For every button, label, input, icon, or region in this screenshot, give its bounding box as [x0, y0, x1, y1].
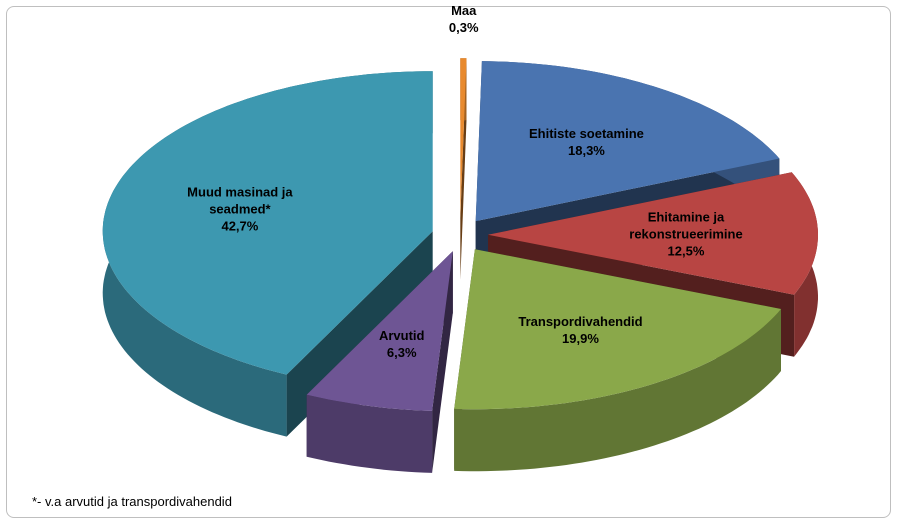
slice-side	[306, 394, 433, 473]
slice-name: Ehitamine ja rekonstrueerimine	[629, 209, 743, 242]
slice-value: 18,3%	[568, 142, 605, 158]
slice	[454, 249, 781, 472]
slice-label: Maa 0,3%	[389, 2, 539, 36]
slice	[102, 71, 433, 437]
slice	[306, 251, 453, 473]
footnote: *- v.a arvutid ja transpordivahendid	[32, 494, 232, 509]
slice-value: 0,3%	[448, 20, 479, 35]
chart-frame	[6, 6, 891, 518]
slice-top	[488, 172, 818, 295]
slice-value: 6,3%	[386, 344, 417, 360]
slice-label: Transpordivahendid 19,9%	[505, 313, 655, 347]
slice-name: Maa	[451, 3, 477, 18]
slice-label: Ehitiste soetamine 18,3%	[511, 125, 661, 159]
slice-label: Arvutid 6,3%	[327, 327, 477, 361]
slice-label: Ehitamine ja rekonstrueerimine 12,5%	[611, 208, 761, 259]
slice-top	[454, 249, 781, 410]
slice-side	[454, 309, 781, 472]
slice-name: Arvutid	[378, 327, 425, 343]
slice-top	[306, 251, 453, 411]
slice-name: Muud masinad ja seadmed*	[187, 184, 293, 217]
slice	[460, 58, 467, 281]
slice-top	[102, 71, 433, 375]
slice-name: Transpordivahendid	[518, 314, 643, 330]
slice-value: 12,5%	[667, 243, 705, 259]
slice-value: 42,7%	[221, 218, 259, 234]
slice-top	[460, 58, 467, 219]
slice-value: 19,9%	[562, 331, 599, 347]
slice-top	[475, 61, 780, 222]
slice-name: Ehitiste soetamine	[529, 125, 644, 141]
slice-label: Muud masinad ja seadmed* 42,7%	[165, 184, 315, 235]
